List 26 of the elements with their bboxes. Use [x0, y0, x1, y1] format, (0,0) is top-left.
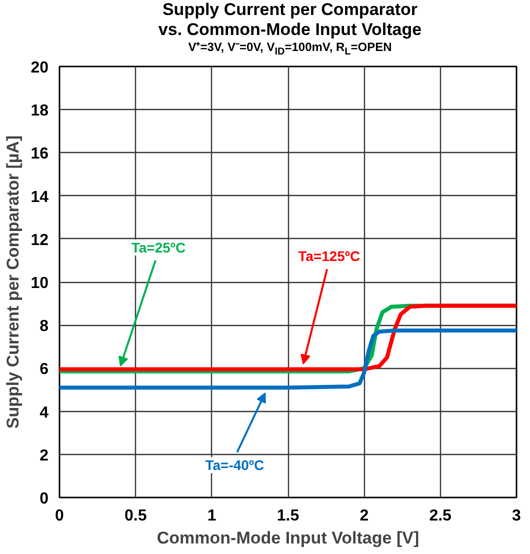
y-tick-label: 0	[40, 490, 49, 508]
y-tick-label: 8	[40, 318, 49, 336]
y-tick-label: 18	[30, 102, 49, 120]
y-tick-label: 20	[30, 60, 49, 76]
y-tick-label: 2	[40, 447, 49, 464]
y-tick-label: 6	[40, 361, 49, 378]
text: Ta=125ºC	[298, 248, 360, 264]
x-tick-label: 0	[55, 508, 64, 524]
x-tick-label: 0.5	[124, 508, 147, 524]
y-tick-label: 4	[40, 404, 49, 422]
x-tick-label: 2	[360, 508, 369, 524]
text: Ta=-40ºC	[205, 457, 264, 474]
y-tick-label: 10	[30, 275, 49, 292]
x-tick-label: 3	[512, 508, 522, 524]
x-tick-label: 2.5	[429, 508, 452, 524]
y-tick-label: 14	[30, 188, 49, 206]
x-axis-title: Common-Mode Input Voltage [V]	[156, 528, 420, 548]
text: Ta=25ºC	[131, 240, 186, 256]
x-tick-label: 1.5	[276, 508, 300, 524]
x-tick-label: 1	[207, 508, 216, 524]
y-tick-label: 12	[30, 232, 49, 249]
line-series	[60, 328, 516, 390]
y-tick-label: 16	[30, 146, 49, 163]
y-axis-title: Supply Current per Comparator [µA]	[4, 135, 23, 429]
chart-title: Supply Current per Comparator vs. Common-Mode Input Voltage	[157, 0, 423, 40]
chart-subtitle: V⁺=3V, V⁻=0V, V$_{ID}$=100mV, R$_{L}$=OPEN	[187, 40, 393, 60]
